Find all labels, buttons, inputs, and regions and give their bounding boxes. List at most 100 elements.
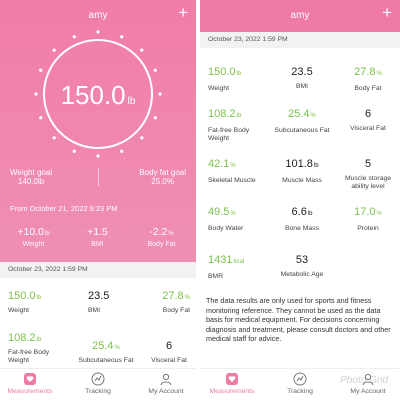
metric-weight[interactable]: 150.0lb Weight [8, 290, 41, 315]
metric-cell[interactable]: 5 Muscle storage ability level [338, 158, 398, 191]
metric-cell[interactable]: 101.8lb Muscle Mass [272, 158, 332, 185]
metric-value: 150.0 [208, 66, 236, 78]
top-bar: amy + [200, 0, 400, 32]
metric-unit: lb [36, 295, 42, 301]
summary-hero: amy + 150.0 lb Weight goal 140.0lb Body f… [0, 0, 196, 262]
metric-row: 108.2lb Fat-free Body Weight 25.4% Subcu… [0, 328, 196, 372]
metric-unit: lb [313, 163, 319, 169]
metric-value: 23.5 [291, 66, 313, 78]
right-screen: amy + October 23, 2022 1:59 PM 150.0lb We… [200, 0, 400, 400]
current-weight: 150.0 lb [0, 80, 196, 111]
tab-measurements[interactable]: Measurements [202, 372, 262, 395]
dial-dot [34, 92, 38, 96]
metric-label: Fat-free Body Weight [8, 349, 50, 364]
metric-bodyfat[interactable]: 27.8% Body Fat [152, 290, 190, 315]
fat-goal-value: 25.0% [151, 177, 174, 186]
metric-label: Visceral Fat [151, 357, 187, 364]
metric-label: Visceral Fat [350, 125, 386, 132]
metric-row: 150.0lb Weight 23.5 BMI 27.8% Body Fat [0, 284, 196, 328]
dial-dot [52, 48, 56, 52]
user-name[interactable]: amy [290, 10, 310, 21]
from-date: From October 21, 2022 9:23 PM [10, 204, 118, 213]
metric-value: 108.2 [8, 332, 36, 344]
goal-divider [98, 168, 99, 186]
tab-label: Measurements [209, 388, 255, 395]
dial-dot [52, 136, 56, 140]
metric-cell[interactable]: 108.2lb Fat-free Body Weight [208, 108, 270, 143]
weight-change: +10.0lb Weight [6, 226, 61, 248]
tab-tracking[interactable]: Tracking [68, 372, 128, 395]
metric-label: Protein [357, 225, 379, 232]
disclaimer: The data results are only used for sport… [206, 296, 391, 343]
dial-dot [153, 68, 157, 72]
metric-label: Body Water [208, 225, 244, 232]
metric-value: 6 [165, 340, 173, 352]
measurement-date: October 23, 2022 1:59 PM [0, 262, 196, 278]
dial-dot [72, 149, 76, 153]
weight-change-label: Weight [22, 241, 45, 248]
metric-label: Metabolic Age [280, 271, 324, 278]
metric-cell[interactable]: 53 Metabolic Age [272, 254, 332, 279]
goals: Weight goal 140.0lb Body fat goal 25.0% [0, 168, 196, 190]
metric-label: Subcutaneous Fat [78, 357, 134, 364]
dial-dot [96, 154, 100, 158]
metric-cell[interactable]: 25.4% Subcutaneous Fat [272, 108, 332, 135]
metric-unit: kcal [233, 259, 245, 265]
tab-tracking[interactable]: Tracking [270, 372, 330, 395]
metric-fatfree[interactable]: 108.2lb Fat-free Body Weight [8, 332, 68, 365]
tab-my-account[interactable]: My Account [136, 372, 196, 395]
metric-unit: lb [236, 71, 242, 77]
metric-cell[interactable]: 23.5 BMI [272, 66, 332, 91]
weight-change-unit: lb [44, 231, 50, 237]
metric-subcutaneous[interactable]: 25.4% Subcutaneous Fat [70, 340, 142, 365]
metric-value: 42.1 [208, 158, 230, 170]
metric-cell[interactable]: 150.0lb Weight [208, 66, 270, 93]
metric-value: 53 [295, 254, 309, 266]
dial-dot [72, 35, 76, 39]
bodyfat-change-label: Body Fat [147, 241, 176, 248]
metric-cell[interactable]: 1431kcal BMR [208, 254, 270, 281]
metric-label: BMI [295, 83, 309, 90]
weight-change-value: +10.0 [17, 226, 44, 238]
user-name[interactable]: amy [88, 10, 108, 21]
metric-unit: lb [36, 337, 42, 343]
tab-bar: Measurements Tracking My Account [200, 368, 400, 400]
metric-cell[interactable]: 17.0% Protein [338, 206, 398, 233]
weight-value: 150.0 [60, 80, 126, 110]
metric-bmi[interactable]: 23.5 BMI [88, 290, 109, 315]
account-icon [160, 373, 172, 386]
dial-dot [140, 136, 144, 140]
left-screen: amy + 150.0 lb Weight goal 140.0lb Body f… [0, 0, 196, 400]
dial-dot [120, 149, 124, 153]
metric-cell[interactable]: 6.6lb Bone Mass [272, 206, 332, 233]
metric-row: 108.2lb Fat-free Body Weight 25.4% Subcutan… [200, 102, 400, 142]
metric-value: 49.5 [208, 206, 230, 218]
metric-value: 17.0 [354, 206, 376, 218]
dial-dot [39, 68, 43, 72]
metric-cell[interactable]: 42.1% Skeletal Muscle [208, 158, 270, 185]
tab-measurements[interactable]: Measurements [0, 372, 60, 395]
weight-goal: Weight goal 140.0lb [10, 168, 52, 186]
metric-cell[interactable]: 6 Visceral Fat [338, 108, 398, 133]
bmi-change-value: +1.5 [87, 226, 108, 238]
metric-visceral[interactable]: 6 Visceral Fat [146, 340, 192, 365]
metric-value: 23.5 [88, 290, 110, 302]
metric-row: 1431kcal BMR 53 Metabolic Age [200, 248, 400, 288]
metric-cell[interactable]: 27.8% Body Fat [338, 66, 398, 93]
watermark: Photo Grid [340, 375, 388, 386]
bodyfat-change-value: -2.2 [149, 226, 168, 238]
add-icon[interactable]: + [178, 3, 188, 22]
add-icon[interactable]: + [382, 3, 392, 22]
bmi-change: +1.5 BMI [70, 226, 125, 248]
weight-unit: lb [127, 96, 136, 107]
metric-label: Fat-free Body Weight [208, 127, 250, 142]
bodyfat-change-unit: % [168, 231, 174, 237]
tab-my-account[interactable]: My Account [338, 372, 398, 395]
metric-value: 6 [364, 108, 372, 120]
metric-label: Weight [8, 307, 30, 314]
metric-row: 150.0lb Weight 23.5 BMI 27.8% Body Fat [200, 60, 400, 100]
tracking-icon [91, 372, 105, 386]
heart-icon [226, 373, 238, 385]
metric-cell[interactable]: 49.5% Body Water [208, 206, 270, 233]
metric-label: Subcutaneous Fat [274, 127, 330, 134]
